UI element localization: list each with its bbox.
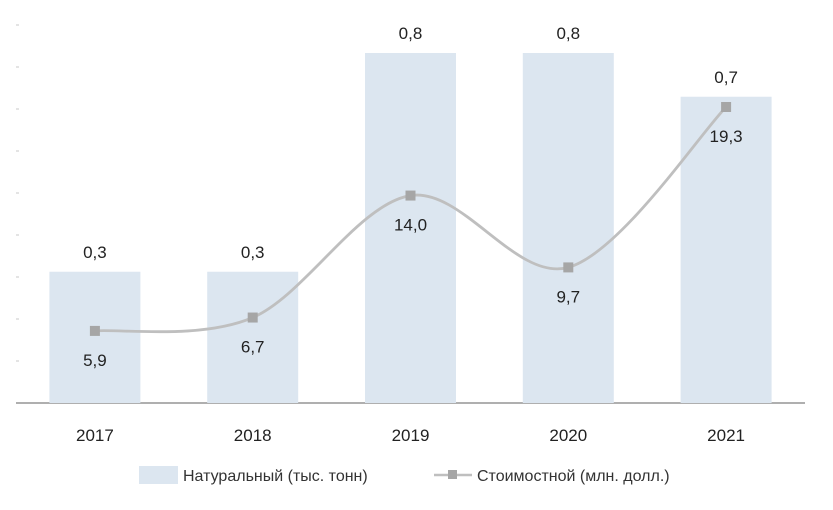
bar-value-label: 0,8: [556, 24, 580, 43]
bar-value-label: 0,3: [241, 243, 265, 262]
legend-label-line: Стоимостной (млн. долл.): [477, 468, 670, 485]
line-value-label: 5,9: [83, 351, 107, 370]
x-tick-label: 2021: [707, 426, 745, 445]
bar: [49, 271, 141, 403]
x-tick-label: 2019: [392, 426, 430, 445]
x-tick-label: 2020: [549, 426, 587, 445]
legend-label-bar: Натуральный (тыс. тонн): [183, 468, 368, 485]
bar: [680, 96, 772, 403]
line-marker: [721, 101, 732, 112]
line-series-path: [94, 106, 728, 334]
line-value-label: 19,3: [710, 127, 743, 146]
labels-layer: 0,3 0,3 0,8 0,8 0,7 5,9 6,7 14,0 9,7 19,3 2017 2018…: [76, 24, 745, 445]
line-marker: [247, 312, 258, 323]
line-marker: [405, 190, 416, 201]
bar: [365, 53, 456, 403]
line-value-label: 14,0: [394, 216, 427, 235]
legend-swatch-bar: [139, 466, 178, 484]
line-layer: [89, 101, 732, 336]
line-marker: [89, 325, 100, 336]
bar-value-label: 0,7: [714, 68, 738, 87]
bars-layer: [49, 53, 772, 403]
bar: [207, 271, 299, 403]
legend: Натуральный (тыс. тонн) Стоимостной (млн…: [139, 466, 670, 485]
x-tick-label: 2017: [76, 426, 114, 445]
line-marker: [563, 262, 574, 273]
bar-value-label: 0,8: [399, 24, 423, 43]
bar-value-label: 0,3: [83, 243, 107, 262]
x-tick-label: 2018: [234, 426, 272, 445]
line-value-label: 6,7: [241, 338, 265, 357]
line-value-label: 9,7: [556, 287, 580, 306]
legend-marker-line: [448, 470, 457, 479]
bar: [522, 53, 614, 403]
